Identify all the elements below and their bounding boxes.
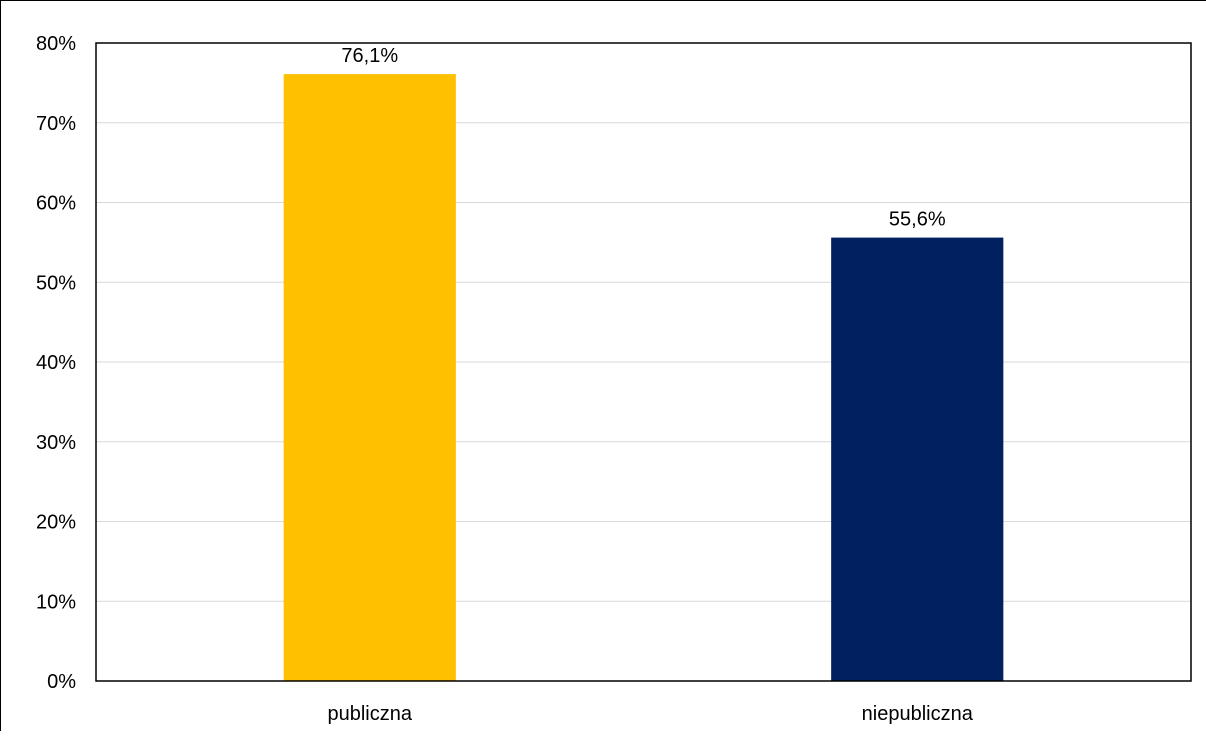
x-tick-label: niepubliczna	[862, 703, 974, 725]
y-tick-label: 50%	[36, 272, 76, 294]
y-tick-label: 0%	[47, 671, 76, 693]
y-tick-label: 30%	[36, 432, 76, 454]
y-tick-label: 10%	[36, 591, 76, 613]
x-tick-label: publiczna	[327, 703, 412, 725]
y-tick-label: 40%	[36, 352, 76, 374]
y-tick-label: 60%	[36, 193, 76, 215]
y-tick-label: 20%	[36, 512, 76, 534]
bars	[283, 74, 1004, 682]
bar-publiczna	[283, 74, 456, 682]
labels: 0% 10% 20% 30% 40% 50% 60% 70% 80% 76,1% publiczna…	[36, 33, 974, 725]
y-tick-label: 80%	[36, 33, 76, 55]
axes	[95, 42, 1192, 682]
bar-niepubliczna	[831, 237, 1004, 681]
data-label: 76,1%	[341, 45, 398, 67]
plot-border	[95, 42, 1192, 682]
data-label: 55,6%	[889, 209, 946, 231]
gridlines	[96, 122, 1191, 602]
y-tick-label: 70%	[36, 113, 76, 135]
